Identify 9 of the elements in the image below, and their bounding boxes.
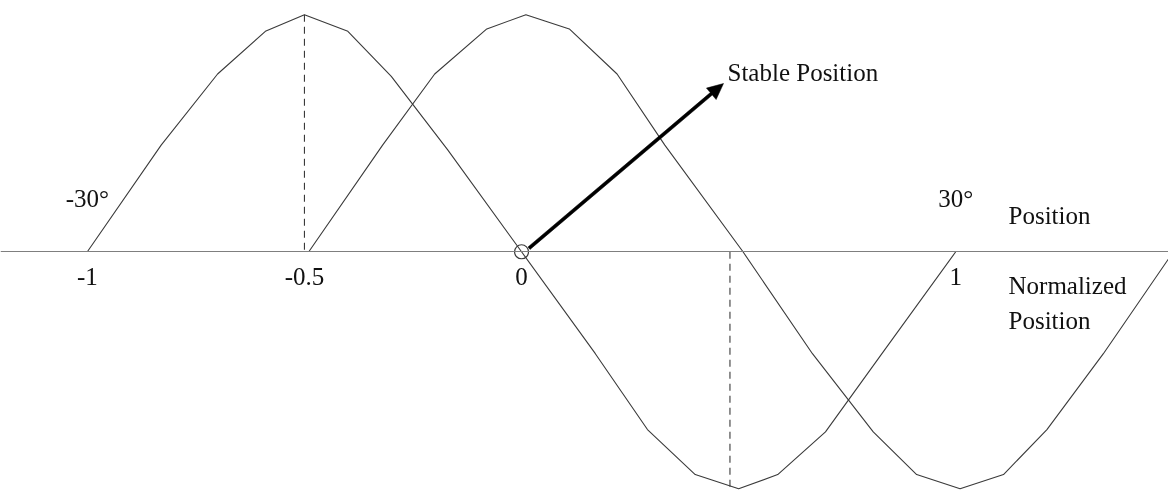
x-tick-label: 1 [949, 262, 962, 290]
x2-tick-label: 30° [938, 184, 974, 212]
x-axis-title: Normalized Position [1008, 271, 1128, 334]
annotation: Stable Position [727, 59, 879, 86]
x-tick-label: -0.5 [284, 262, 325, 290]
x-tick-label: 0 [515, 262, 528, 290]
x-tick-label: -1 [76, 262, 98, 290]
x2-tick-label: -30° [65, 184, 110, 212]
x2-axis-title: Position [1008, 202, 1091, 230]
